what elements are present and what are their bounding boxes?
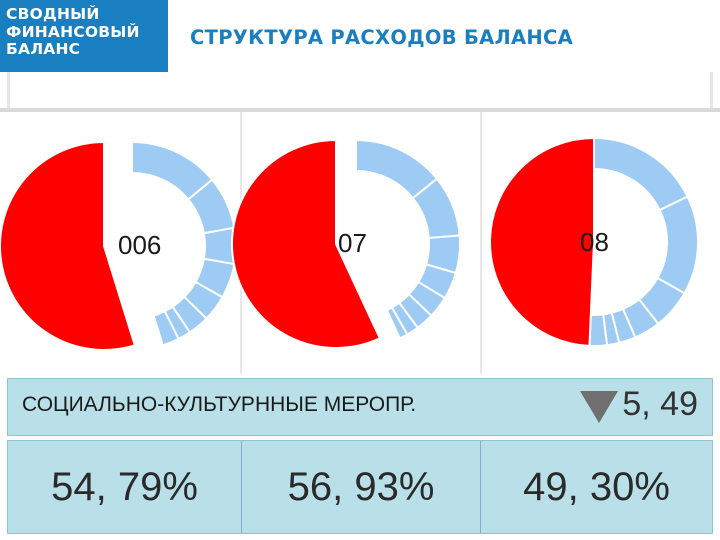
segment [385, 306, 409, 340]
center-label: 07 [338, 228, 367, 258]
segment [588, 313, 609, 347]
shares-band: 54, 79% 56, 93% 49, 30% [7, 440, 713, 534]
center-label: 08 [580, 227, 609, 257]
center-label: 006 [118, 230, 161, 260]
segment [152, 309, 180, 347]
segment [593, 136, 689, 212]
header-spacer [7, 72, 713, 108]
page-title: СТРУКТУРА РАСХОДОВ БАЛАНСА [190, 26, 574, 49]
logo-line: ФИНАНСОВЫЙ [6, 22, 140, 41]
segment [656, 195, 699, 295]
divider [0, 108, 720, 112]
highlight-segment [231, 138, 382, 349]
summary-band: СОЦИАЛЬНО-КУЛЬТУРННЫЕ МЕРОПР. 5, 49 [7, 378, 713, 436]
category-label: СОЦИАЛЬНО-КУЛЬТУРННЫЕ МЕРОПР. [22, 393, 417, 416]
cell-divider [480, 441, 481, 533]
donut-charts: 006 07 08 [0, 136, 699, 351]
highlight-segment [489, 136, 595, 347]
logo-line: СВОДНЫЙ [6, 5, 100, 23]
logo-line: БАЛАНС [6, 40, 81, 58]
donut-chart-2: 07 [231, 138, 461, 349]
change-value: 5, 49 [622, 385, 698, 423]
panel-divider [480, 112, 482, 374]
share-value-2007: 56, 93% [287, 465, 435, 509]
logo-block: СВОДНЫЙ ФИНАНСОВЫЙ БАЛАНС [0, 0, 168, 72]
share-value-2008: 49, 30% [523, 465, 670, 509]
cell-divider [241, 441, 242, 533]
donut-chart-3: 08 [489, 136, 699, 347]
highlight-segment [0, 140, 137, 351]
donut-chart-1: 006 [0, 140, 237, 351]
share-value-2006: 54, 79% [51, 465, 198, 509]
down-triangle-icon [580, 391, 618, 423]
